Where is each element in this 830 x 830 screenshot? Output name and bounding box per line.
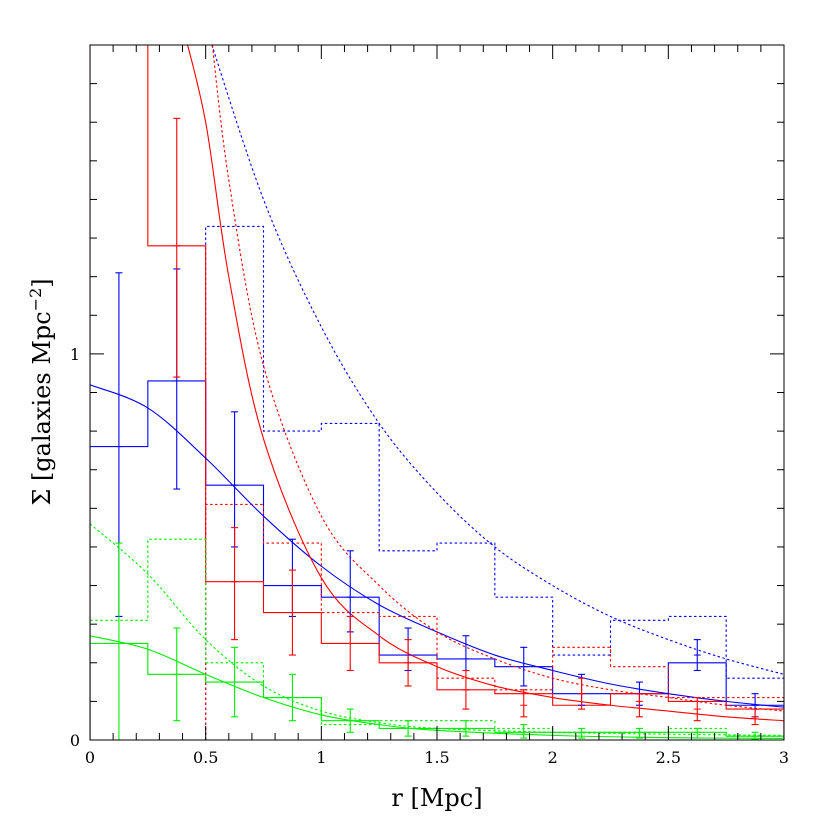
green-error-bar — [115, 542, 123, 740]
blue-solid-fit-curve — [90, 384, 784, 708]
red-error-bar — [693, 696, 701, 722]
green-solid-fit-curve — [90, 635, 784, 740]
y-axis-label-superscript: −2 — [26, 288, 45, 312]
green-error-bar — [751, 731, 759, 740]
red-error-bar — [520, 689, 528, 718]
x-tick-label: 2 — [548, 748, 558, 767]
y-tick-label: 1 — [70, 345, 80, 364]
green-dotted-histogram — [90, 538, 784, 740]
data-layer — [90, 45, 784, 740]
green-error-bar — [173, 627, 181, 722]
blue-error-bar — [693, 639, 701, 672]
axes — [89, 44, 785, 741]
red-solid-histogram — [90, 45, 784, 740]
red-error-bar — [751, 708, 759, 726]
green-error-bar — [693, 727, 701, 739]
plot-frame — [89, 44, 785, 741]
red-solid-fit-curve — [187, 45, 784, 722]
x-tick-label: 3 — [779, 748, 789, 767]
blue-error-bar — [462, 635, 470, 672]
x-axis-label: r [Mpc] — [391, 784, 482, 812]
y-axis-label: Σ [galaxies Mpc−2] — [26, 278, 56, 505]
green-error-bar — [288, 673, 296, 722]
green-dotted-fit-curve — [90, 523, 784, 736]
y-tick-label: 0 — [70, 731, 80, 750]
x-tick-label: 0 — [85, 748, 95, 767]
red-error-bar — [173, 117, 181, 378]
green-error-bar — [462, 720, 470, 737]
red-dotted-fit-curve — [211, 45, 784, 712]
blue-error-bar — [520, 646, 528, 687]
red-error-bar — [462, 669, 470, 710]
green-error-bar — [520, 724, 528, 739]
y-axis-label-end: ] — [28, 278, 56, 287]
green-error-bar — [404, 720, 412, 737]
green-error-bar — [346, 708, 354, 733]
x-tick-label: 2.5 — [656, 748, 681, 767]
red-error-bar — [404, 639, 412, 687]
green-error-bar — [231, 646, 239, 718]
red-error-bar — [635, 693, 643, 718]
red-dotted-histogram — [205, 503, 784, 740]
blue-error-bar — [231, 411, 239, 548]
red-error-bar — [346, 615, 354, 672]
red-error-bar — [231, 527, 239, 641]
y-axis-label-main: Σ [galaxies Mpc — [28, 311, 56, 505]
green-error-bar — [635, 727, 643, 739]
x-tick-label: 1 — [316, 748, 326, 767]
x-tick-label: 0.5 — [193, 748, 218, 767]
x-tick-label: 1.5 — [424, 748, 449, 767]
red-error-bar — [288, 569, 296, 656]
blue-dotted-histogram — [205, 225, 784, 740]
green-error-bar — [578, 727, 586, 739]
tick-labels: 0 0.5 1 1.5 2 2.5 3 0 1 — [70, 345, 789, 767]
red-error-bar — [578, 677, 586, 710]
